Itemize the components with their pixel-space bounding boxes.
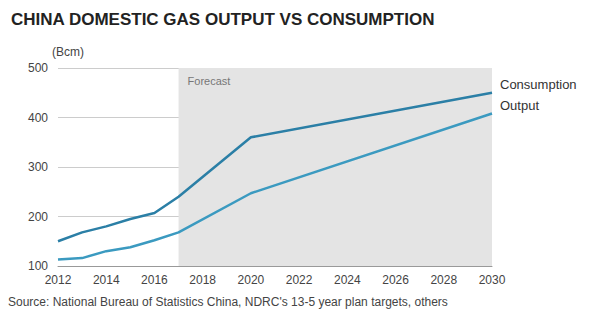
svg-text:Consumption: Consumption — [500, 77, 577, 92]
svg-text:2014: 2014 — [93, 273, 120, 287]
svg-text:300: 300 — [28, 160, 48, 174]
svg-text:2022: 2022 — [286, 273, 313, 287]
svg-text:2012: 2012 — [45, 273, 72, 287]
svg-text:200: 200 — [28, 210, 48, 224]
svg-text:2024: 2024 — [334, 273, 361, 287]
svg-text:Output: Output — [500, 98, 539, 113]
svg-text:2030: 2030 — [479, 273, 506, 287]
svg-text:2028: 2028 — [430, 273, 457, 287]
svg-text:500: 500 — [28, 61, 48, 75]
svg-text:2018: 2018 — [189, 273, 216, 287]
svg-text:2026: 2026 — [382, 273, 409, 287]
svg-text:Forecast: Forecast — [188, 75, 231, 87]
svg-text:Source: National Bureau of Sta: Source: National Bureau of Statistics Ch… — [8, 295, 448, 309]
svg-text:400: 400 — [28, 111, 48, 125]
svg-text:CHINA DOMESTIC GAS OUTPUT VS C: CHINA DOMESTIC GAS OUTPUT VS CONSUMPTION — [11, 10, 434, 29]
svg-text:100: 100 — [28, 259, 48, 273]
svg-text:2020: 2020 — [238, 273, 265, 287]
svg-text:2016: 2016 — [141, 273, 168, 287]
svg-text:(Bcm): (Bcm) — [52, 45, 84, 59]
